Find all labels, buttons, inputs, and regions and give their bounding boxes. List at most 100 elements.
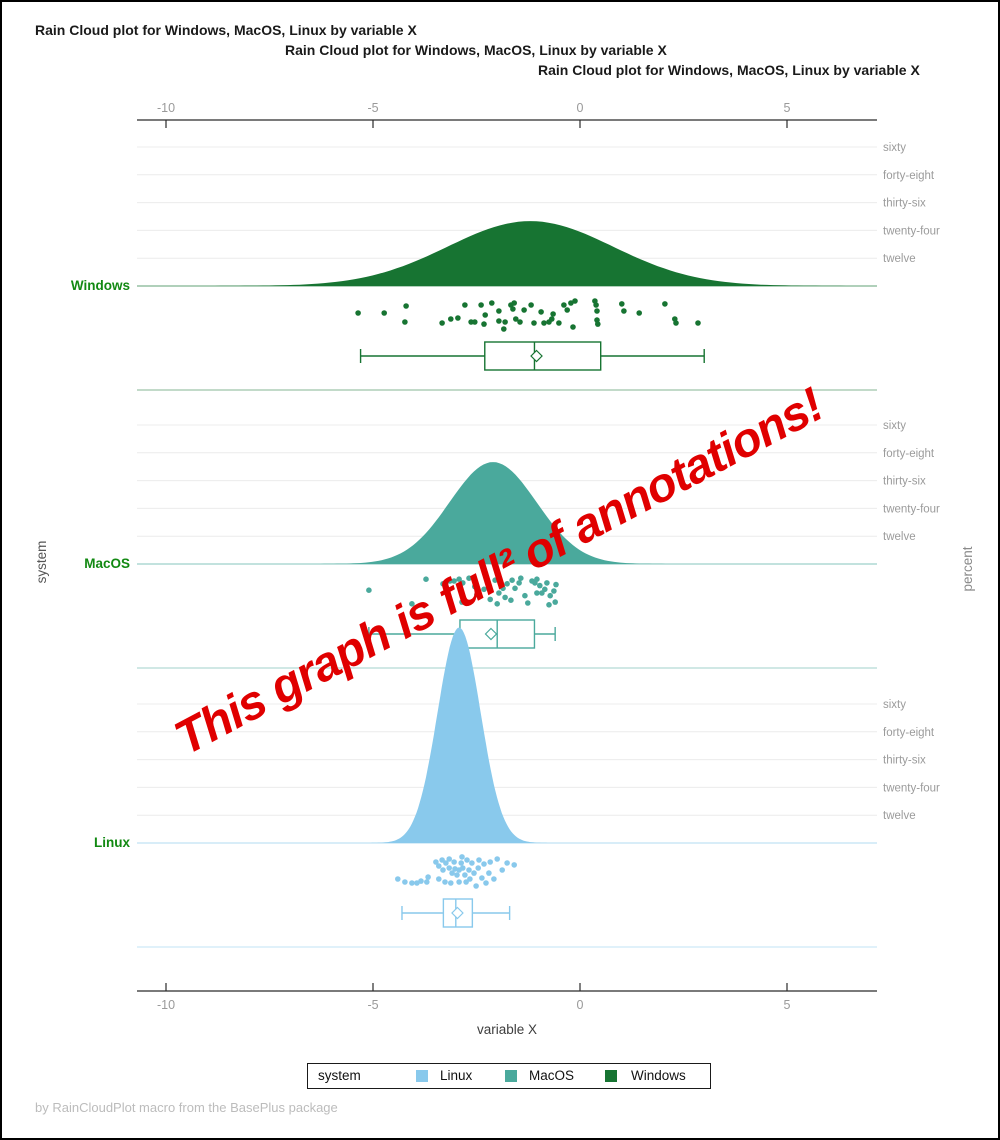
rain-point-windows bbox=[513, 316, 519, 322]
rain-point-macos bbox=[409, 601, 415, 607]
x-tick-label: -5 bbox=[367, 998, 378, 1012]
rain-point-windows bbox=[521, 307, 527, 313]
group-label-macos: MacOS bbox=[84, 556, 130, 571]
rain-point-macos bbox=[547, 592, 553, 599]
rain-point-macos bbox=[456, 576, 462, 582]
rain-point-macos bbox=[552, 599, 558, 605]
rain-point-macos bbox=[496, 590, 502, 596]
rain-point-windows bbox=[570, 324, 576, 330]
rain-point-linux bbox=[424, 879, 430, 885]
x-tick-label: -5 bbox=[367, 101, 378, 115]
rain-point-linux bbox=[473, 883, 479, 889]
rain-point-linux bbox=[462, 872, 468, 878]
footer-note: by RainCloudPlot macro from the BasePlus… bbox=[35, 1100, 338, 1115]
rain-point-macos bbox=[502, 594, 508, 601]
rain-point-linux bbox=[443, 860, 449, 866]
percent-tick-label: twenty-four bbox=[883, 225, 940, 237]
x-tick-label: 0 bbox=[577, 998, 584, 1012]
rain-point-linux bbox=[449, 870, 455, 876]
rain-point-windows bbox=[478, 302, 484, 308]
x-tick-label: 0 bbox=[577, 101, 584, 115]
rain-point-macos bbox=[518, 575, 524, 581]
rain-point-linux bbox=[504, 860, 510, 866]
rain-point-windows bbox=[556, 320, 562, 326]
rain-point-linux bbox=[418, 878, 424, 884]
chart-title-1: Rain Cloud plot for Windows, MacOS, Linu… bbox=[35, 22, 417, 38]
rain-point-linux bbox=[486, 870, 492, 876]
rain-point-linux bbox=[464, 857, 470, 863]
mean-diamond bbox=[530, 349, 543, 363]
legend-item-macos: MacOS bbox=[529, 1068, 575, 1083]
rain-point-macos bbox=[525, 600, 531, 606]
rain-point-linux bbox=[487, 859, 494, 865]
rain-point-linux bbox=[479, 875, 485, 881]
rain-point-macos bbox=[487, 596, 494, 603]
rain-point-linux bbox=[483, 880, 489, 886]
rain-point-linux bbox=[440, 867, 446, 873]
rain-point-linux bbox=[409, 880, 415, 886]
rain-point-windows bbox=[381, 310, 388, 316]
rain-point-linux bbox=[402, 879, 408, 885]
rain-point-windows bbox=[517, 319, 523, 325]
rain-point-windows bbox=[496, 308, 502, 314]
x-axis-title: variable X bbox=[476, 1022, 538, 1037]
rain-point-linux bbox=[446, 856, 453, 862]
legend-item-windows: Windows bbox=[631, 1068, 686, 1083]
rain-point-windows bbox=[572, 298, 578, 304]
rain-point-macos bbox=[423, 576, 429, 582]
rain-point-macos bbox=[496, 575, 502, 581]
rain-point-linux bbox=[459, 854, 465, 860]
rain-point-windows bbox=[695, 320, 701, 326]
rain-point-macos bbox=[474, 591, 480, 598]
rain-point-windows bbox=[561, 302, 567, 308]
x-tick-label: 5 bbox=[784, 101, 791, 115]
legend-swatch-windows bbox=[605, 1070, 617, 1082]
rain-point-windows bbox=[439, 320, 445, 326]
rain-point-windows bbox=[501, 326, 507, 332]
rain-point-windows bbox=[403, 303, 409, 309]
rain-point-windows bbox=[482, 312, 489, 318]
rain-point-windows bbox=[550, 311, 556, 317]
density-linux bbox=[364, 627, 554, 843]
legend-swatch-linux bbox=[416, 1070, 428, 1082]
rain-point-linux bbox=[454, 872, 460, 878]
density-macos bbox=[301, 462, 685, 564]
group-label-linux: Linux bbox=[94, 835, 130, 850]
rain-point-macos bbox=[516, 580, 522, 586]
rain-point-macos bbox=[544, 580, 550, 586]
rain-point-windows bbox=[531, 320, 537, 326]
rain-point-windows bbox=[549, 316, 555, 322]
percent-tick-label: forty-eight bbox=[883, 727, 935, 739]
percent-tick-label: twelve bbox=[883, 531, 916, 543]
rain-point-macos bbox=[481, 586, 487, 593]
rain-point-windows bbox=[510, 306, 516, 312]
percent-tick-label: twenty-four bbox=[883, 782, 940, 794]
chart-title-2: Rain Cloud plot for Windows, MacOS, Linu… bbox=[285, 42, 667, 58]
legend-title: system bbox=[318, 1068, 361, 1083]
rain-point-windows bbox=[511, 300, 517, 306]
rain-point-windows bbox=[619, 301, 625, 307]
rain-point-windows bbox=[528, 302, 534, 308]
rain-point-linux bbox=[481, 861, 487, 867]
percent-tick-label: thirty-six bbox=[883, 198, 926, 210]
percent-tick-label: forty-eight bbox=[883, 170, 935, 182]
rain-point-linux bbox=[456, 879, 462, 885]
percent-tick-label: twelve bbox=[883, 253, 916, 265]
rain-point-windows bbox=[502, 319, 508, 325]
x-tick-label: -10 bbox=[157, 101, 175, 115]
chart-title-3: Rain Cloud plot for Windows, MacOS, Linu… bbox=[538, 62, 920, 78]
rain-point-windows bbox=[472, 319, 478, 325]
rain-point-linux bbox=[499, 867, 506, 873]
rain-point-linux bbox=[491, 876, 497, 882]
y-axis-title-system: system bbox=[34, 540, 49, 584]
box-windows bbox=[484, 341, 602, 371]
legend-swatch-macos bbox=[505, 1070, 517, 1082]
rain-point-macos bbox=[522, 592, 528, 599]
density-windows bbox=[166, 221, 895, 286]
rain-point-linux bbox=[436, 876, 442, 882]
rain-point-linux bbox=[442, 879, 448, 885]
rain-point-windows bbox=[595, 321, 601, 327]
rain-point-windows bbox=[636, 310, 642, 316]
